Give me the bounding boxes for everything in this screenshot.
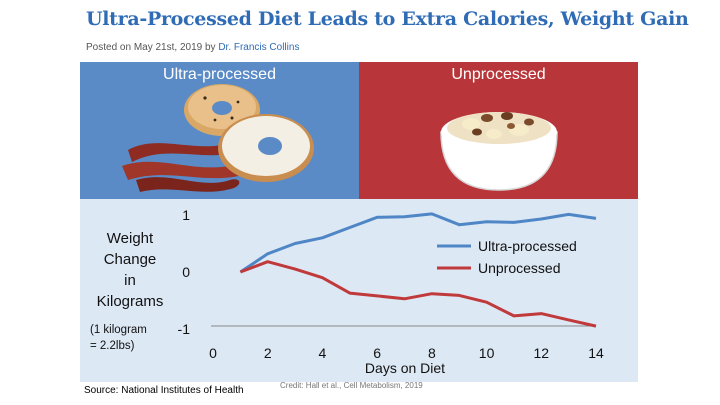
series-lines xyxy=(239,212,597,328)
author-link[interactable]: Dr. Francis Collins xyxy=(218,42,300,53)
x-tick-label: 0 xyxy=(209,345,217,361)
y-axis-label: Weight Change in Kilograms xyxy=(90,228,170,312)
unit-note-line: (1 kilogram xyxy=(90,324,147,336)
unit-note-line: = 2.2lbs) xyxy=(90,340,135,352)
ultra-processed-panel: Ultra-processed xyxy=(80,62,359,199)
bagel-bacon-image xyxy=(122,84,314,192)
x-tick-label: 14 xyxy=(588,345,604,361)
x-axis-ticks: 0 2 4 6 8 10 12 14 xyxy=(209,345,604,361)
article-title[interactable]: Ultra-Processed Diet Leads to Extra Calo… xyxy=(86,8,689,30)
chart-background xyxy=(80,199,638,382)
y-axis-ticks: 1 0 -1 xyxy=(178,207,191,337)
y-tick-label: -1 xyxy=(178,321,191,337)
y-tick-label: 1 xyxy=(182,207,190,223)
x-tick-label: 4 xyxy=(319,345,327,361)
unprocessed-panel: Unprocessed xyxy=(359,62,638,199)
x-tick-label: 6 xyxy=(373,345,381,361)
ultra-processed-label: Ultra-processed xyxy=(163,66,276,83)
series-line-ultra-processed xyxy=(239,212,597,274)
unit-note: (1 kilogram = 2.2lbs) xyxy=(90,322,147,354)
x-axis-label: Days on Diet xyxy=(365,360,445,376)
y-axis-label-line: in xyxy=(124,272,136,289)
y-tick-label: 0 xyxy=(182,264,190,280)
y-axis-label-line: Weight xyxy=(106,230,154,247)
legend-label: Ultra-processed xyxy=(478,238,577,254)
source-text: Source: National Institutes of Health xyxy=(84,385,244,396)
unprocessed-label: Unprocessed xyxy=(451,66,546,83)
posted-text: Posted on May 21st, 2019 by xyxy=(86,42,219,53)
x-tick-label: 12 xyxy=(533,345,549,361)
legend: Ultra-processed Unprocessed xyxy=(437,238,577,276)
x-tick-label: 8 xyxy=(428,345,436,361)
byline: Posted on May 21st, 2019 by Dr. Francis … xyxy=(86,42,299,53)
y-axis-label-line: Kilograms xyxy=(96,293,164,310)
credit-text: Credit: Hall et al., Cell Metabolism, 20… xyxy=(280,381,423,390)
series-line-unprocessed xyxy=(239,260,597,328)
legend-label: Unprocessed xyxy=(478,260,561,276)
y-axis-label-line: Change xyxy=(103,251,157,268)
x-tick-label: 10 xyxy=(479,345,495,361)
x-tick-label: 2 xyxy=(264,345,272,361)
oatmeal-bowl-image xyxy=(440,112,558,191)
